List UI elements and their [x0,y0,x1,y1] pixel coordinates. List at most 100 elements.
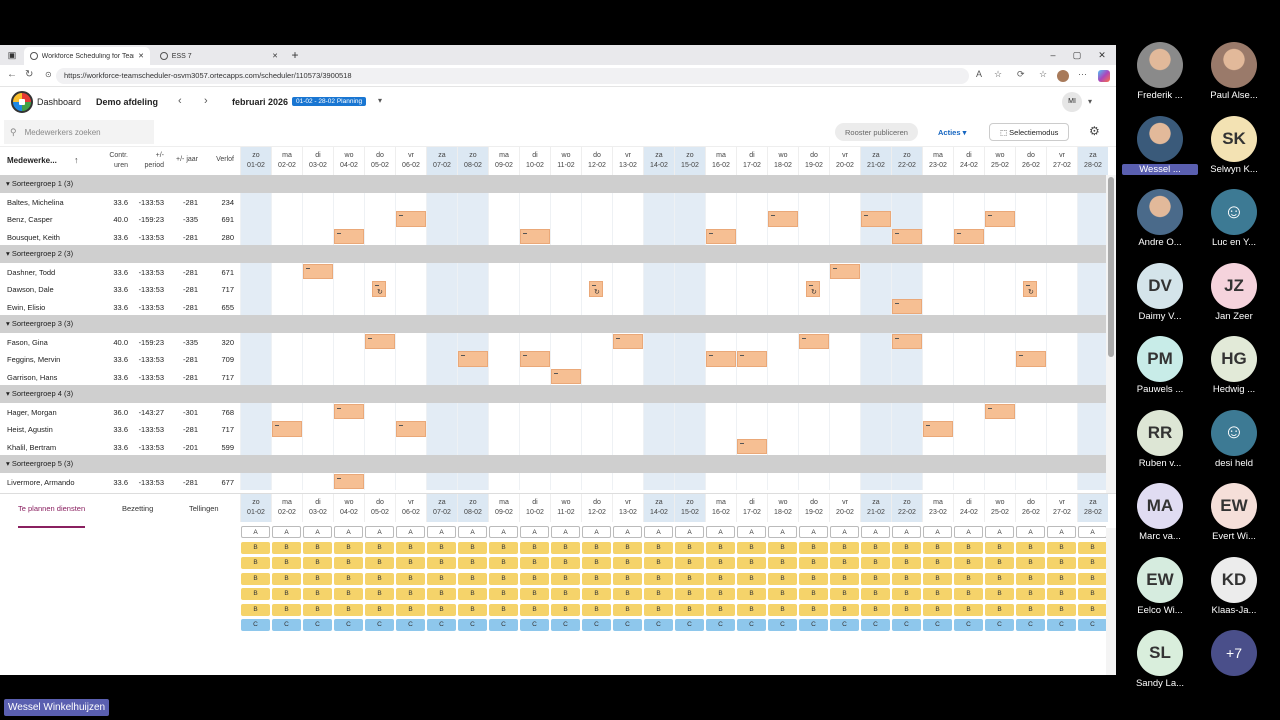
schedule-cell[interactable] [364,262,395,280]
schedule-cell[interactable] [612,227,643,245]
service-cell[interactable]: B [768,603,797,616]
service-cell[interactable]: B [644,603,673,616]
schedule-cell[interactable] [860,367,891,385]
schedule-cell[interactable] [860,472,891,490]
schedule-cell[interactable] [426,437,457,455]
service-cell[interactable]: C [799,619,828,631]
schedule-cell[interactable] [798,402,829,420]
schedule-cell[interactable] [1015,472,1046,490]
service-cell[interactable]: B [830,572,859,585]
group-row[interactable]: ▾ Sorteergroep 5 (3) [0,455,1106,473]
service-cell[interactable]: A [613,526,642,538]
service-cell[interactable]: B [1016,572,1045,585]
service-cell[interactable]: B [334,572,363,585]
day-header[interactable]: di 03-02 [302,494,333,522]
day-header[interactable]: di 03-02 [302,147,333,175]
service-cell[interactable]: B [1016,603,1045,616]
tab-counts[interactable]: Tellingen [189,504,219,513]
schedule-cell[interactable] [705,420,736,438]
schedule-cell[interactable] [891,192,922,210]
service-cell[interactable]: C [551,619,580,631]
window-menu-icon[interactable]: ▣ [7,50,17,60]
schedule-cell[interactable] [674,297,705,315]
schedule-cell[interactable] [488,227,519,245]
back-icon[interactable]: ← [7,69,17,80]
group-row[interactable]: ▾ Sorteergroep 1 (3) [0,175,1106,193]
schedule-cell[interactable] [953,437,984,455]
schedule-cell[interactable] [953,420,984,438]
schedule-cell[interactable] [984,472,1015,490]
publish-roster-button[interactable]: Rooster publiceren [835,123,918,141]
schedule-cell[interactable] [829,402,860,420]
schedule-cell[interactable] [519,367,550,385]
service-cell[interactable]: B [675,588,704,600]
schedule-cell[interactable] [705,402,736,420]
participant-tile[interactable]: MA Marc va... [1122,483,1198,542]
schedule-cell[interactable] [674,280,705,298]
service-cell[interactable]: A [954,526,983,538]
service-cell[interactable]: A [365,526,394,538]
shift-block[interactable] [365,333,395,349]
schedule-cell[interactable] [612,420,643,438]
schedule-cell[interactable] [488,350,519,368]
schedule-cell[interactable] [271,420,302,438]
participant-tile[interactable]: SK Selwyn K... [1196,115,1272,175]
schedule-cell[interactable] [798,472,829,490]
service-cell[interactable]: C [768,619,797,631]
participant-tile[interactable]: Andre O... [1122,189,1198,248]
shift-block[interactable] [892,333,922,349]
schedule-cell[interactable] [1046,350,1077,368]
tab-to-plan[interactable]: Te plannen diensten [18,504,86,528]
schedule-cell[interactable] [891,280,922,298]
schedule-cell[interactable] [891,472,922,490]
employee-name[interactable]: Hager, Morgan [7,407,57,417]
service-cell[interactable]: C [365,619,394,631]
schedule-cell[interactable] [984,227,1015,245]
schedule-cell[interactable] [1046,227,1077,245]
schedule-cell[interactable] [271,350,302,368]
service-cell[interactable]: B [396,603,425,616]
schedule-cell[interactable] [860,437,891,455]
tab-ess[interactable]: ESS 7 ✕ [154,47,284,65]
schedule-cell[interactable] [798,367,829,385]
schedule-cell[interactable] [767,402,798,420]
schedule-cell[interactable] [674,420,705,438]
service-cell[interactable]: B [1047,541,1076,554]
schedule-cell[interactable] [891,402,922,420]
schedule-cell[interactable] [550,210,581,228]
schedule-cell[interactable] [891,262,922,280]
day-header[interactable]: wo 04-02 [333,147,364,175]
schedule-cell[interactable] [333,280,364,298]
schedule-cell[interactable] [1046,297,1077,315]
service-cell[interactable]: C [1078,619,1106,631]
service-cell[interactable]: A [644,526,673,538]
schedule-cell[interactable] [488,297,519,315]
schedule-cell[interactable] [302,437,333,455]
schedule-cell[interactable] [922,192,953,210]
schedule-cell[interactable] [395,350,426,368]
schedule-cell[interactable] [736,210,767,228]
service-cell[interactable]: B [365,557,394,569]
participant-tile[interactable]: +7 [1196,630,1272,676]
schedule-cell[interactable] [736,227,767,245]
schedule-cell[interactable] [767,332,798,350]
schedule-cell[interactable] [922,297,953,315]
schedule-cell[interactable] [953,192,984,210]
schedule-cell[interactable] [674,437,705,455]
chevron-down-icon[interactable]: ▾ [378,96,383,105]
schedule-cell[interactable] [550,350,581,368]
service-cell[interactable]: B [830,557,859,569]
shift-block[interactable] [892,228,922,244]
service-cell[interactable]: B [551,557,580,569]
service-cell[interactable]: B [582,572,611,585]
schedule-cell[interactable] [1077,280,1106,298]
new-tab-icon[interactable]: + [291,48,299,62]
service-cell[interactable]: B [1047,572,1076,585]
service-cell[interactable]: B [706,603,735,616]
schedule-cell[interactable] [457,297,488,315]
day-header[interactable]: za 28-02 [1077,494,1108,522]
service-cell[interactable]: C [303,619,332,631]
service-cell[interactable]: B [675,541,704,554]
schedule-cell[interactable] [426,192,457,210]
service-cell[interactable]: B [1078,557,1106,569]
